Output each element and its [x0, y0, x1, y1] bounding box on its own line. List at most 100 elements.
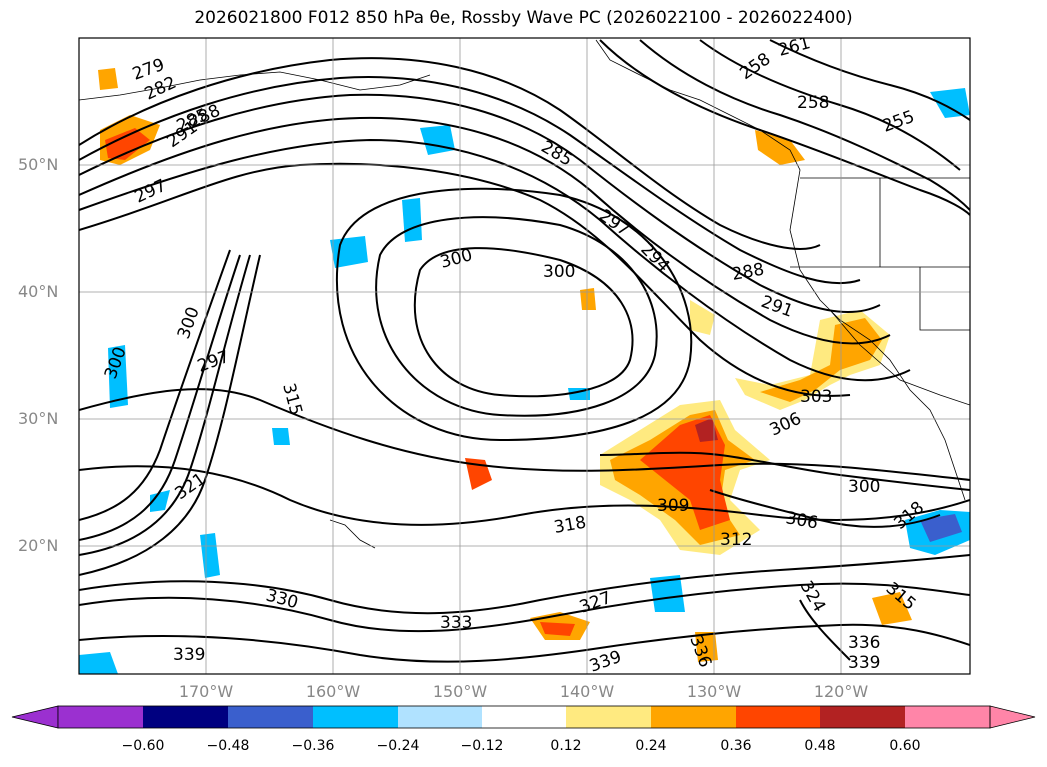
lon-label: 160°W — [305, 682, 361, 701]
contour-line — [709, 489, 941, 528]
colorbar-tick-label: −0.12 — [460, 738, 504, 754]
contour-line — [79, 116, 891, 345]
contour-line — [599, 451, 970, 491]
anomaly-shading — [695, 632, 718, 662]
colorbar-tick-label: −0.60 — [121, 738, 165, 754]
contour-line — [413, 247, 634, 398]
anomaly-shading — [690, 300, 715, 335]
colorbar-swatch — [143, 706, 228, 728]
contour-line — [599, 39, 970, 216]
anomaly-shading — [150, 490, 170, 512]
lat-label: 50°N — [18, 155, 59, 174]
contour-label: 333 — [440, 613, 472, 633]
colorbar-swatch — [651, 706, 736, 728]
anomaly-shading — [98, 68, 118, 90]
anomaly-shading — [200, 533, 220, 578]
colorbar-tick-label: 0.60 — [889, 738, 921, 754]
contour-label: 339 — [848, 653, 880, 673]
contour-line — [375, 216, 658, 417]
contour-line — [79, 465, 970, 526]
lon-label: 130°W — [686, 682, 742, 701]
lat-label: 20°N — [18, 536, 59, 555]
contour-line — [79, 249, 231, 521]
contour-line — [79, 76, 861, 285]
anomaly-shading — [108, 345, 128, 408]
contour-line — [639, 39, 970, 211]
colorbar-swatch — [398, 706, 482, 728]
colorbar-swatch — [228, 706, 313, 728]
anomaly-shading — [402, 198, 422, 242]
anomaly-shading — [920, 514, 962, 542]
contour-label: 303 — [800, 387, 832, 407]
contour-line — [79, 623, 970, 663]
lon-label: 150°W — [432, 682, 488, 701]
colorbar-extend-left — [11, 705, 59, 729]
colorbar-swatch — [736, 706, 820, 728]
contour-label: 300 — [543, 262, 575, 282]
anomaly-shading — [872, 592, 912, 625]
anomaly-shading — [930, 88, 970, 118]
border — [919, 267, 970, 331]
colorbar-extend-right — [989, 705, 1036, 729]
contour-line — [79, 93, 881, 314]
contour-line — [79, 254, 261, 576]
plot-frame — [78, 37, 971, 675]
lat-label: 40°N — [18, 282, 59, 301]
contour-line — [79, 57, 821, 250]
coastlines — [79, 39, 970, 549]
colorbar — [11, 705, 1036, 729]
graticule — [79, 38, 970, 674]
colorbar-swatch — [58, 706, 143, 728]
contour-label: 336 — [848, 633, 880, 653]
contour-line — [79, 582, 970, 633]
contour-line — [79, 554, 970, 615]
anomaly-shading — [640, 415, 730, 530]
contour-line — [799, 599, 851, 661]
colorbar-tick-label: −0.36 — [291, 738, 335, 754]
contour-label: 258 — [797, 93, 829, 113]
anomaly-shading — [79, 652, 118, 674]
anomaly-shading — [580, 288, 596, 310]
colorbar-frame — [57, 705, 991, 729]
lat-label: 30°N — [18, 409, 59, 428]
border — [829, 309, 970, 406]
colorbar-tick-label: 0.24 — [635, 738, 667, 754]
anomaly-shading — [540, 622, 575, 636]
coastline — [595, 39, 966, 501]
colorbar-tick-label: −0.24 — [376, 738, 420, 754]
contour-line — [79, 162, 851, 397]
coastline — [79, 71, 431, 101]
contour-label: 300 — [848, 477, 880, 497]
colorbar-tick-label: 0.48 — [804, 738, 836, 754]
contour-line — [699, 39, 961, 171]
contour-label: 339 — [173, 645, 205, 665]
contour-line — [79, 254, 241, 541]
anomaly-shading — [650, 575, 685, 612]
contour-label: 309 — [657, 496, 689, 516]
map-title: 2026021800 F012 850 hPa θe, Rossby Wave … — [194, 8, 853, 28]
contour-label: 312 — [720, 530, 752, 550]
colorbar-swatch — [820, 706, 905, 728]
lon-label: 120°W — [813, 682, 869, 701]
contour-line — [79, 388, 970, 481]
colorbar-tick-label: 0.12 — [550, 738, 582, 754]
contour-line — [335, 187, 693, 442]
theta-e-contours — [79, 39, 970, 663]
lon-label: 140°W — [559, 682, 615, 701]
anomaly-shading — [755, 130, 805, 165]
lon-label: 170°W — [178, 682, 234, 701]
colorbar-swatch — [566, 706, 651, 728]
colorbar-tick-label: 0.36 — [720, 738, 752, 754]
anomaly-shading — [695, 418, 718, 442]
colorbar-swatch — [905, 706, 990, 728]
colorbar-tick-label: −0.48 — [206, 738, 250, 754]
anomaly-shading — [105, 128, 150, 160]
anomaly-shading — [272, 428, 290, 445]
coastline — [329, 519, 376, 549]
colorbar-swatch — [313, 706, 398, 728]
anomaly-shading — [760, 318, 882, 402]
contour-line — [79, 138, 911, 382]
contour-line — [769, 39, 970, 121]
colorbar-swatch — [482, 706, 566, 728]
